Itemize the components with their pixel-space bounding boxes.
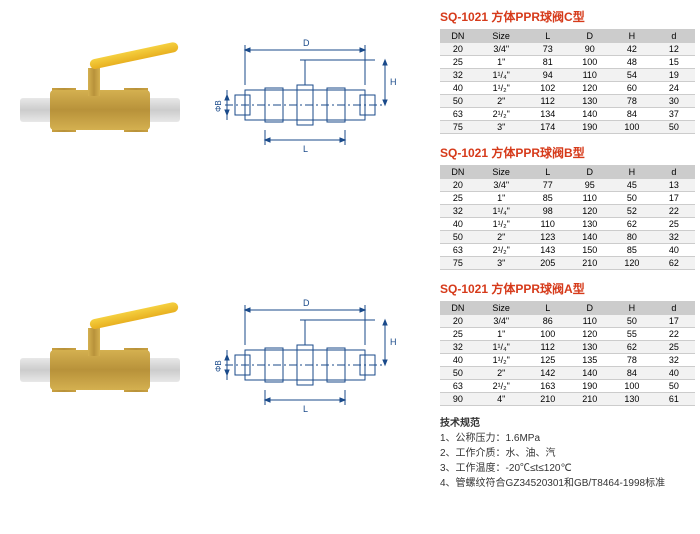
table-row: 203/4"861105017	[440, 315, 695, 328]
table-row: 251"811004815	[440, 56, 695, 69]
tech-line-4: 4、管螺纹符合GZ34520301和GB/T8464-1998标准	[440, 476, 695, 491]
product-image-1	[10, 30, 210, 160]
tech-title: 技术规范	[440, 416, 695, 431]
table-row: 753"17419010050	[440, 121, 695, 134]
table-row: 632¹/₂"1341408437	[440, 108, 695, 121]
tech-line-3: 3、工作温度：-20℃≤t≤120℃	[440, 461, 695, 476]
svg-text:ΦB: ΦB	[215, 360, 223, 372]
table-row: 321¹/₄"941105419	[440, 69, 695, 82]
table-row: 251"1001205522	[440, 328, 695, 341]
table-row: 632¹/₂"16319010050	[440, 380, 695, 393]
svg-text:L: L	[303, 404, 308, 414]
table-b: DNSizeLDHd203/4"77954513251"851105017321…	[440, 165, 695, 270]
product-image-2	[10, 290, 210, 420]
title-c: SQ-1021 方体PPR球阀C型	[440, 8, 695, 25]
table-row: 401¹/₂"1251357832	[440, 354, 695, 367]
tech-spec: 技术规范 1、公称压力：1.6MPa 2、工作介质：水、油、汽 3、工作温度：-…	[440, 416, 695, 491]
table-row: 401¹/₂"1101306225	[440, 218, 695, 231]
right-column: SQ-1021 方体PPR球阀C型 DNSizeLDHd203/4"739042…	[440, 8, 695, 491]
diagram-1: D H L ΦB	[215, 30, 415, 160]
title-b: SQ-1021 方体PPR球阀B型	[440, 144, 695, 161]
table-row: 753"20521012062	[440, 257, 695, 270]
table-row: 321¹/₄"1121306225	[440, 341, 695, 354]
svg-text:H: H	[390, 337, 397, 347]
tech-line-2: 2、工作介质：水、油、汽	[440, 446, 695, 461]
svg-text:D: D	[303, 38, 310, 48]
table-row: 502"1121307830	[440, 95, 695, 108]
table-c: DNSizeLDHd203/4"73904212251"811004815321…	[440, 29, 695, 134]
table-row: 251"851105017	[440, 192, 695, 205]
svg-text:D: D	[303, 298, 310, 308]
title-a: SQ-1021 方体PPR球阀A型	[440, 280, 695, 297]
tech-line-1: 1、公称压力：1.6MPa	[440, 431, 695, 446]
svg-text:ΦB: ΦB	[215, 100, 223, 112]
table-row: 203/4"73904212	[440, 43, 695, 56]
svg-text:L: L	[303, 144, 308, 154]
table-row: 401¹/₂"1021206024	[440, 82, 695, 95]
table-row: 632¹/₂"1431508540	[440, 244, 695, 257]
table-row: 502"1231408032	[440, 231, 695, 244]
table-row: 321¹/₄"981205222	[440, 205, 695, 218]
diagram-2: D H L ΦB	[215, 290, 415, 420]
svg-text:H: H	[390, 77, 397, 87]
table-row: 904"21021013061	[440, 393, 695, 406]
table-row: 502"1421408440	[440, 367, 695, 380]
table-a: DNSizeLDHd203/4"861105017251"10012055223…	[440, 301, 695, 406]
table-row: 203/4"77954513	[440, 179, 695, 192]
